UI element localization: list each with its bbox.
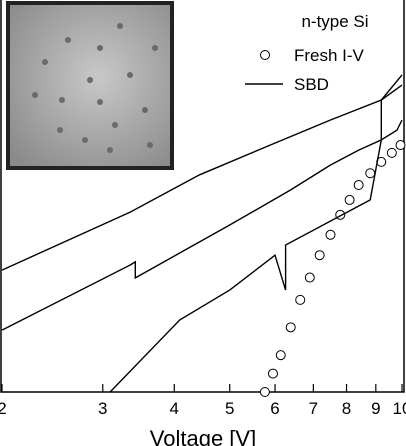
legend-label: SBD [294, 75, 329, 94]
data-point [353, 180, 364, 191]
x-tick-label: 9 [371, 399, 380, 418]
sbd-curve [109, 119, 403, 393]
data-point [386, 147, 397, 158]
x-tick-label: 10 [393, 399, 406, 418]
data-point [267, 368, 278, 379]
inset-image [6, 1, 174, 170]
legend-label: Fresh I-V [294, 46, 365, 65]
legend-title: n-type Si [301, 12, 368, 31]
data-point [275, 350, 286, 361]
data-point [395, 140, 406, 151]
x-tick-label: 8 [342, 399, 351, 418]
x-tick-label: 7 [309, 399, 318, 418]
x-axis-label: Voltage [V] [150, 426, 256, 446]
plot-frame [0, 0, 405, 393]
data-point [304, 272, 315, 283]
x-tick-label: 2 [0, 399, 7, 418]
data-point [365, 168, 376, 179]
x-tick-label: 4 [170, 399, 179, 418]
x-tick-label: 6 [270, 399, 279, 418]
data-point [295, 294, 306, 305]
data-point [285, 322, 296, 333]
data-point [314, 250, 325, 261]
legend-marker [260, 50, 270, 60]
data-point [259, 387, 270, 397]
data-point [344, 194, 355, 205]
data-point [325, 229, 336, 240]
x-tick-label: 5 [225, 399, 234, 418]
x-tick-label: 3 [98, 399, 107, 418]
sbd-curve [1, 84, 403, 331]
